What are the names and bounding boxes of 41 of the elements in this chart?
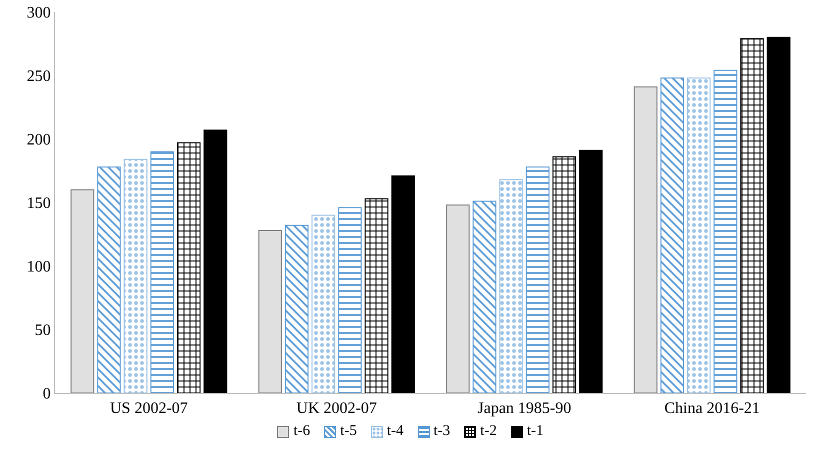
bar [176,142,201,393]
bar [204,130,228,393]
y-tick-label: 0 [42,386,51,403]
legend-label: t-3 [434,423,450,440]
y-tick-label: 50 [34,322,51,340]
y-tick-label: 100 [26,258,51,276]
bar [552,156,576,393]
legend-label: t-5 [340,423,357,440]
legend-label: t-2 [480,423,497,440]
bar [284,224,309,393]
bar [124,158,148,393]
bar [579,150,603,393]
bar [312,214,336,393]
bar [660,78,684,393]
bar [526,166,550,393]
y-tick-label: 250 [26,68,51,86]
x-tick-label: UK 2002-07 [296,400,377,418]
y-tick-label: 300 [26,4,51,22]
bar [740,38,764,393]
bar [687,78,711,393]
bar [364,198,388,393]
bar [446,204,470,393]
bar [150,151,174,393]
x-tick-label: US 2002-07 [110,400,188,418]
bar [499,179,523,393]
bar [766,36,790,393]
bar [391,175,415,393]
legend-label: t-6 [293,423,310,440]
bar [338,207,362,393]
bar [70,189,94,393]
bar [97,166,121,393]
bar [258,230,282,393]
x-tick-label: China 2016-21 [664,400,760,418]
x-tick-label: Japan 1985-90 [477,400,572,418]
y-tick-label: 150 [26,195,51,212]
bar [714,70,738,393]
bar [472,200,496,393]
bar [634,86,658,393]
legend-label: t-1 [526,423,544,440]
y-tick-label: 200 [26,132,51,149]
legend-label: t-4 [386,423,404,440]
